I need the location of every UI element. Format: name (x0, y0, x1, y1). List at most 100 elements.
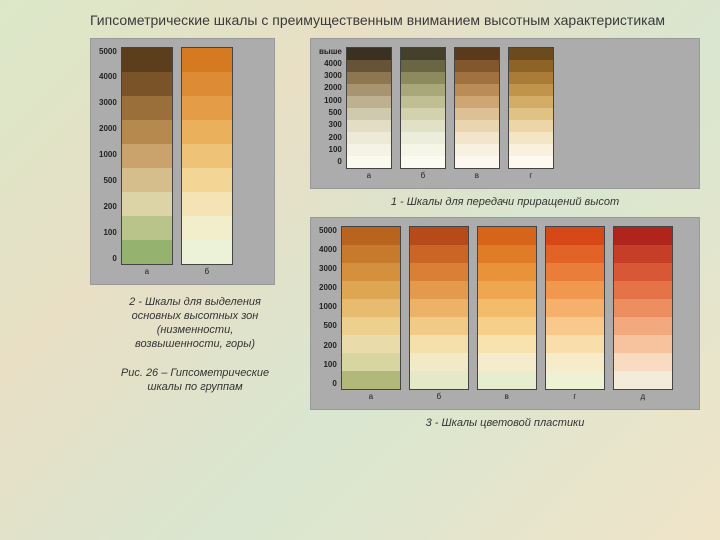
swatch (478, 317, 536, 335)
swatch (455, 108, 499, 120)
swatch (455, 156, 499, 168)
swatch (614, 227, 672, 245)
swatch (455, 84, 499, 96)
caption-1: 1 - Шкалы для передачи приращений высот (310, 195, 700, 209)
swatch (546, 317, 604, 335)
swatch (410, 317, 468, 335)
swatch (509, 48, 553, 60)
swatch (122, 48, 172, 72)
panel-1: выше40003000200010005003002001000абвг (310, 38, 700, 189)
swatch (401, 132, 445, 144)
scale-letter: в (454, 171, 500, 180)
swatch (509, 60, 553, 72)
swatch (342, 335, 400, 353)
color-scale (121, 47, 173, 265)
swatch (342, 371, 400, 389)
swatch (401, 72, 445, 84)
swatch (478, 281, 536, 299)
swatch (122, 144, 172, 168)
swatch (342, 281, 400, 299)
swatch (614, 299, 672, 317)
caption-3: 3 - Шкалы цветовой пластики (310, 416, 700, 430)
color-scale (545, 226, 605, 390)
figure-caption: Рис. 26 – Гипсометрические шкалы по груп… (90, 366, 300, 395)
swatch (342, 227, 400, 245)
panel-3: 500040003000200010005002001000абвгд (310, 217, 700, 410)
swatch (122, 168, 172, 192)
swatch (546, 335, 604, 353)
swatch (410, 281, 468, 299)
swatch (122, 216, 172, 240)
swatch (455, 48, 499, 60)
scale-letter: а (346, 171, 392, 180)
swatch (122, 240, 172, 264)
swatch (614, 371, 672, 389)
swatch (410, 227, 468, 245)
scale-letter: б (409, 392, 469, 401)
swatch (546, 281, 604, 299)
color-scale (508, 47, 554, 169)
swatch (122, 72, 172, 96)
swatch (182, 192, 232, 216)
swatch (546, 371, 604, 389)
swatch (509, 144, 553, 156)
swatch (342, 245, 400, 263)
swatch (347, 60, 391, 72)
scale-letter: б (181, 267, 233, 276)
swatch (182, 96, 232, 120)
swatch (455, 132, 499, 144)
swatch (347, 132, 391, 144)
swatch (509, 120, 553, 132)
swatch (546, 227, 604, 245)
swatch (478, 353, 536, 371)
swatch (401, 120, 445, 132)
swatch (455, 72, 499, 84)
color-scale (341, 226, 401, 390)
swatch (401, 144, 445, 156)
swatch (478, 299, 536, 317)
swatch (410, 299, 468, 317)
swatch (347, 108, 391, 120)
swatch (455, 120, 499, 132)
swatch (401, 108, 445, 120)
swatch (546, 263, 604, 281)
swatch (182, 240, 232, 264)
axis-labels: 500040003000200010005002001000 (319, 226, 341, 388)
swatch (182, 168, 232, 192)
swatch (410, 335, 468, 353)
color-scale (181, 47, 233, 265)
swatch (478, 371, 536, 389)
swatch (455, 60, 499, 72)
color-scale (400, 47, 446, 169)
swatch (509, 156, 553, 168)
scale-letter: г (508, 171, 554, 180)
swatch (614, 263, 672, 281)
swatch (478, 263, 536, 281)
swatch (122, 96, 172, 120)
swatch (347, 84, 391, 96)
swatch (546, 299, 604, 317)
color-scale (346, 47, 392, 169)
swatch (478, 335, 536, 353)
swatch (182, 144, 232, 168)
swatch (509, 108, 553, 120)
swatch (347, 120, 391, 132)
axis-labels: 500040003000200010005002001000 (99, 47, 121, 263)
swatch (410, 353, 468, 371)
swatch (122, 120, 172, 144)
color-scale (454, 47, 500, 169)
swatch (182, 48, 232, 72)
swatch (509, 84, 553, 96)
swatch (342, 317, 400, 335)
color-scale (409, 226, 469, 390)
swatch (401, 156, 445, 168)
swatch (182, 72, 232, 96)
scale-letter: д (613, 392, 673, 401)
swatch (509, 72, 553, 84)
swatch (509, 132, 553, 144)
swatch (182, 120, 232, 144)
swatch (614, 317, 672, 335)
swatch (614, 245, 672, 263)
swatch (347, 48, 391, 60)
swatch (410, 263, 468, 281)
